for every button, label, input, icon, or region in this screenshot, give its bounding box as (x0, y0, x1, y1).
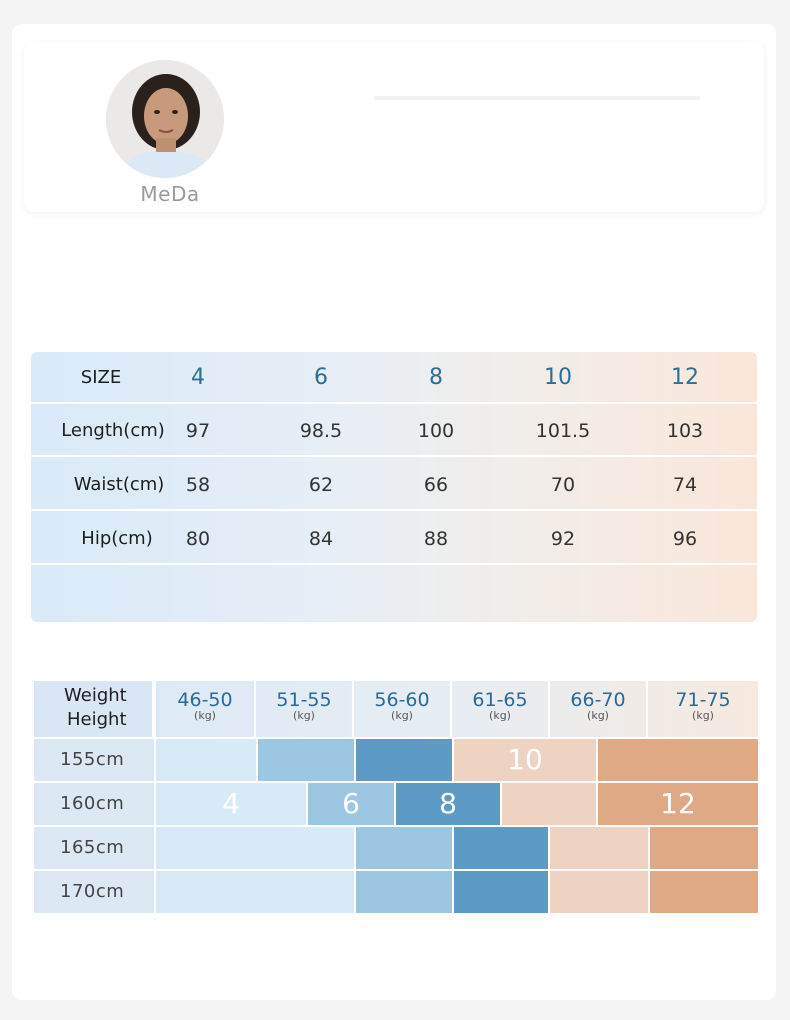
fit-block-size4: 4 (156, 783, 306, 825)
brand-card: MeDa (24, 42, 764, 212)
weight-range-text: 46-50 (177, 689, 233, 711)
fit-block-size4 (156, 827, 354, 869)
table-cell: 100 (417, 420, 455, 442)
table-cell: 97 (185, 420, 211, 442)
weight-unit-text: (kg) (587, 709, 609, 722)
size-row-length: Length(cm) 97 98.5 100 101.5 103 (31, 405, 757, 457)
table-cell: 70 (550, 474, 576, 496)
weight-range-text: 66-70 (570, 689, 626, 711)
row-label: Waist(cm) (73, 474, 165, 495)
fit-block-size12: 12 (598, 783, 758, 825)
size-row-hip: Hip(cm) 80 84 88 92 96 (31, 513, 757, 565)
height-label-155: 155cm (34, 739, 154, 781)
weight-unit-text: (kg) (293, 709, 315, 722)
fit-block-size10: 10 (454, 739, 596, 781)
height-label-165: 165cm (34, 827, 154, 869)
weight-range-header: 61-65 (kg) (452, 681, 550, 737)
weight-range-header: 66-70 (kg) (550, 681, 648, 737)
size-row-waist: Waist(cm) 58 62 66 70 74 (31, 459, 757, 511)
weight-range-text: 56-60 (374, 689, 430, 711)
size-col-header: 12 (671, 365, 699, 390)
table-cell: 98.5 (299, 420, 343, 442)
table-cell: 92 (550, 528, 576, 550)
weight-range-text: 61-65 (472, 689, 528, 711)
weight-range-header: 46-50 (kg) (156, 681, 256, 737)
model-avatar (106, 60, 224, 178)
fit-block-size6 (356, 827, 452, 869)
weight-range-text: 71-75 (675, 689, 731, 711)
fit-block-size12 (598, 739, 758, 781)
fit-block-size8 (454, 827, 548, 869)
table-cell: 80 (185, 528, 211, 550)
fit-block-size4 (156, 871, 354, 913)
fit-block-size8: 8 (396, 783, 500, 825)
fit-block-size6 (356, 871, 452, 913)
corner-weight-label: Weight (64, 685, 127, 706)
weight-unit-text: (kg) (391, 709, 413, 722)
table-cell: 84 (308, 528, 334, 550)
row-label: Length(cm) (61, 420, 165, 441)
weight-range-header: 71-75 (kg) (648, 681, 758, 737)
table-cell: 62 (308, 474, 334, 496)
weight-range-header: 56-60 (kg) (354, 681, 452, 737)
table-cell: 74 (672, 474, 698, 496)
weight-range-header: 51-55 (kg) (256, 681, 354, 737)
table-cell: 58 (185, 474, 211, 496)
table-cell: 101.5 (535, 420, 591, 442)
fit-block-size8 (454, 871, 548, 913)
fit-chart-corner: Weight Height (34, 681, 154, 737)
size-col-header: 4 (191, 365, 205, 390)
size-header-row: SIZE 4 6 8 10 12 (31, 352, 757, 404)
fit-block-size10 (550, 827, 648, 869)
size-col-header: 10 (544, 365, 572, 390)
fit-block-size6: 6 (308, 783, 394, 825)
table-cell: 103 (666, 420, 704, 442)
fit-block-size4 (156, 739, 256, 781)
weight-unit-text: (kg) (194, 709, 216, 722)
model-portrait-icon (106, 60, 224, 178)
row-label: Hip(cm) (81, 528, 153, 549)
weight-unit-text: (kg) (692, 709, 714, 722)
size-col-header: 8 (429, 365, 443, 390)
height-label-160: 160cm (34, 783, 154, 825)
divider (374, 96, 700, 100)
fit-block-size12 (650, 827, 758, 869)
size-table: SIZE 4 6 8 10 12 Length(cm) 97 98.5 100 … (31, 352, 757, 622)
weight-header-row: 46-50 (kg) 51-55 (kg) 56-60 (kg) 61-65 (… (156, 681, 758, 737)
table-cell: 88 (423, 528, 449, 550)
size-row-empty (31, 567, 757, 619)
table-cell: 96 (672, 528, 698, 550)
brand-name: MeDa (140, 182, 200, 206)
fit-block-size10 (502, 783, 596, 825)
fit-block-size6 (258, 739, 354, 781)
fit-block-size12 (650, 871, 758, 913)
weight-range-text: 51-55 (276, 689, 332, 711)
corner-height-label: Height (67, 709, 127, 730)
size-header-label: SIZE (80, 367, 122, 388)
weight-unit-text: (kg) (489, 709, 511, 722)
fit-chart: Weight Height 46-50 (kg) 51-55 (kg) 56-6… (34, 681, 758, 915)
fit-block-size10 (550, 871, 648, 913)
size-col-header: 6 (314, 365, 328, 390)
height-label-170: 170cm (34, 871, 154, 913)
fit-block-size8 (356, 739, 452, 781)
table-cell: 66 (423, 474, 449, 496)
